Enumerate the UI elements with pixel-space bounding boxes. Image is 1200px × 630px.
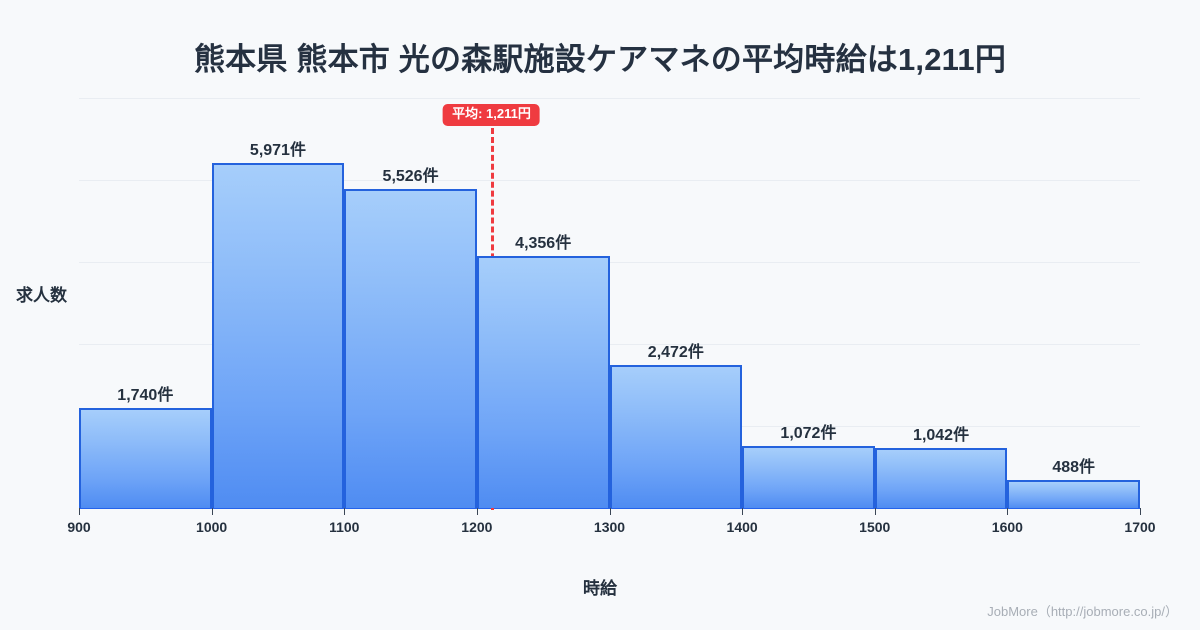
bar-value-label: 5,971件 bbox=[249, 142, 306, 160]
histogram-bar[interactable]: 1,042件 bbox=[874, 427, 1008, 508]
histogram-bar[interactable]: 488件 bbox=[1007, 459, 1140, 508]
bar-value-label: 1,042件 bbox=[913, 426, 970, 444]
x-axis-tick-label: 1600 bbox=[991, 519, 1023, 535]
bar-value-label: 1,740件 bbox=[117, 386, 174, 404]
x-axis-tick bbox=[1007, 508, 1009, 515]
x-axis-tick bbox=[79, 508, 80, 515]
x-axis-tick bbox=[211, 508, 213, 515]
x-axis-tick bbox=[476, 508, 478, 515]
bar-value-label: 1,072件 bbox=[780, 425, 837, 443]
histogram-bars: 1,740件 5,971件 5,526件 4,356件 2,472件 1,072件 1,04… bbox=[79, 98, 1140, 508]
x-axis-tick-label: 1200 bbox=[461, 519, 493, 535]
histogram-bar[interactable]: 4,356件 bbox=[476, 235, 610, 508]
bar-value-label: 5,526件 bbox=[382, 167, 439, 185]
bar-value-label: 4,356件 bbox=[515, 235, 572, 253]
y-axis-title: 求人数 bbox=[16, 286, 67, 305]
gridline-2 bbox=[79, 262, 1140, 263]
histogram-bar[interactable]: 1,740件 bbox=[79, 387, 212, 508]
x-axis-tick bbox=[742, 508, 744, 515]
histogram-bar[interactable]: 5,526件 bbox=[344, 168, 477, 508]
x-axis-title: 時給 bbox=[583, 579, 617, 598]
histogram-bar[interactable]: 5,971件 bbox=[211, 142, 345, 508]
bar-value-label: 2,472件 bbox=[647, 344, 704, 362]
x-axis-tick bbox=[344, 508, 346, 515]
x-axis-tick-label: 1000 bbox=[196, 519, 228, 535]
histogram-bar[interactable]: 1,072件 bbox=[742, 425, 875, 508]
x-axis-tick-label: 1300 bbox=[593, 519, 626, 535]
bar-value-label: 488件 bbox=[1052, 458, 1096, 476]
x-axis-tick-label: 1400 bbox=[726, 519, 758, 535]
x-axis-tick-label: 1100 bbox=[329, 519, 360, 535]
x-axis-tick bbox=[609, 508, 611, 515]
x-axis-tick-label: 1500 bbox=[859, 519, 891, 535]
histogram-bar[interactable]: 2,472件 bbox=[609, 344, 743, 508]
source-credit: JobMore（http://jobmore.co.jp/） bbox=[987, 604, 1178, 619]
gridline-0 bbox=[79, 98, 1140, 99]
gridline-1 bbox=[79, 180, 1140, 181]
average-badge: 平均: 1,211円 bbox=[443, 104, 540, 126]
x-axis-tick-label: 1700 bbox=[1124, 519, 1156, 535]
x-axis-tick bbox=[874, 508, 876, 515]
gridline-3 bbox=[79, 344, 1140, 345]
page-title: 熊本県 熊本市 光の森駅施設ケアマネの平均時給は1,211円 bbox=[193, 42, 1007, 77]
x-axis-tick-label: 900 bbox=[67, 519, 91, 535]
x-axis-tick bbox=[1140, 508, 1141, 515]
